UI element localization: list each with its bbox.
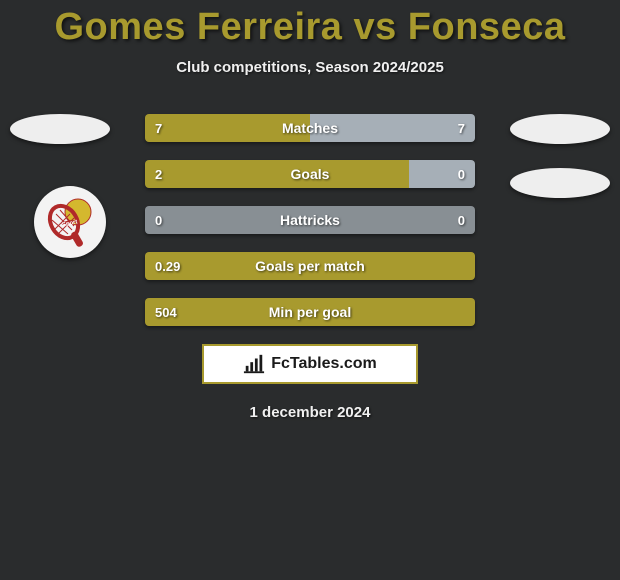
comparison-area: Sport 77Matches 20Goals 00Hattricks 0.29Goa… bbox=[0, 114, 620, 421]
bar-chart-icon bbox=[243, 353, 265, 375]
comparison-bars: 77Matches 20Goals 00Hattricks 0.29Goals per… bbox=[145, 114, 475, 326]
stat-bar-left bbox=[145, 252, 475, 280]
date-label: 1 december 2024 bbox=[0, 404, 620, 421]
page-title: Gomes Ferreira vs Fonseca bbox=[0, 0, 620, 49]
stat-row: 20Goals bbox=[145, 160, 475, 188]
player-silhouette-right-2 bbox=[510, 168, 610, 198]
tennis-club-icon: Sport bbox=[40, 192, 100, 252]
stat-bar-right bbox=[310, 114, 475, 142]
club-badge-left: Sport bbox=[34, 186, 106, 258]
stat-bar-right bbox=[409, 160, 475, 188]
stat-row: 504Min per goal bbox=[145, 298, 475, 326]
stat-row: 00Hattricks bbox=[145, 206, 475, 234]
stat-bar-left bbox=[145, 160, 409, 188]
stat-row: 77Matches bbox=[145, 114, 475, 142]
player-silhouette-left bbox=[10, 114, 110, 144]
subtitle: Club competitions, Season 2024/2025 bbox=[0, 59, 620, 76]
stat-bar-left bbox=[145, 114, 310, 142]
stat-row: 0.29Goals per match bbox=[145, 252, 475, 280]
stat-bar-left bbox=[145, 206, 475, 234]
player-silhouette-right-1 bbox=[510, 114, 610, 144]
stat-bar-left bbox=[145, 298, 475, 326]
source-badge[interactable]: FcTables.com bbox=[202, 344, 418, 384]
source-label: FcTables.com bbox=[271, 355, 377, 373]
